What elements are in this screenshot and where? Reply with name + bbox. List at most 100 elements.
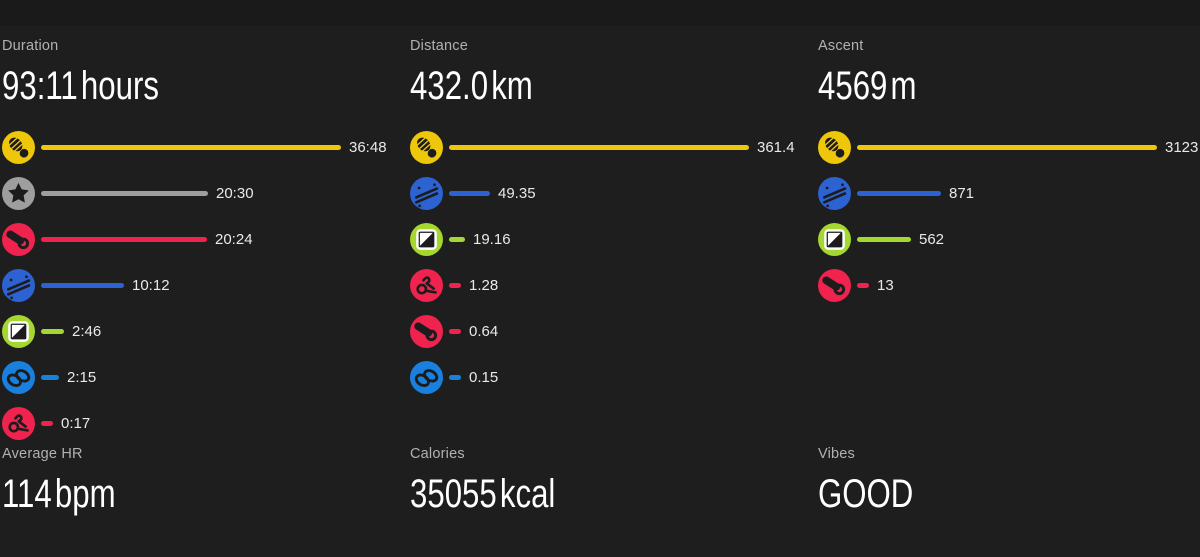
crossed-skis-icon [818, 176, 851, 210]
duration-total-value: 93:11 [2, 64, 78, 108]
activity-bar [449, 190, 490, 196]
distance-row-cross-country-skiing: 49.35 [410, 170, 810, 216]
vibes-stat: Vibes GOOD [818, 446, 1200, 518]
activity-value: 361.4 [757, 138, 795, 156]
shoe-print-icon [2, 130, 35, 164]
ascent-label: Ascent [818, 38, 864, 54]
ascent-total-unit: m [890, 64, 917, 108]
vibes-value: GOOD [818, 472, 1130, 518]
activity-value: 2:15 [67, 368, 97, 386]
distance-row-snowshoeing: 0.15 [410, 354, 810, 400]
activity-value: 36:48 [349, 138, 387, 156]
distance-total: 432.0km [410, 64, 722, 110]
distance-row-trekking: 361.4 [410, 124, 810, 170]
calories-unit: kcal [499, 472, 556, 516]
activity-value: 0.64 [469, 322, 499, 340]
crossed-skis-icon [2, 268, 35, 302]
activity-bar [449, 144, 749, 150]
activity-bar [449, 374, 461, 380]
ascent-total: 4569m [818, 64, 1130, 110]
activity-value: 3123 [1165, 138, 1199, 156]
average-hr-value: 114bpm [2, 472, 314, 518]
activity-bar [857, 144, 1157, 150]
activity-value: 13 [877, 276, 894, 294]
activity-bar [41, 144, 341, 150]
average-hr-label: Average HR [2, 446, 83, 462]
ascent-row-trekking: 3123 [818, 124, 1200, 170]
duration-row-unspecified-sport: 20:30 [2, 170, 402, 216]
duration-label: Duration [2, 38, 59, 54]
control-flag-icon [410, 222, 443, 256]
kicksled-icon [410, 268, 443, 302]
distance-row-orienteering: 19.16 [410, 216, 810, 262]
activity-value: 562 [919, 230, 945, 248]
activity-bar [41, 420, 53, 426]
activity-bar [41, 236, 207, 242]
distance-column: Distance 432.0km 361.4 49.35 19.1 [410, 38, 810, 400]
distance-bars: 361.4 49.35 19.16 1.28 [410, 124, 810, 400]
duration-row-treadmill: 20:24 [2, 216, 402, 262]
activity-value: 20:30 [216, 184, 254, 202]
activity-value: 10:12 [132, 276, 170, 294]
activity-bar [857, 282, 869, 288]
crossed-skis-icon [410, 176, 443, 210]
ascent-row-orienteering: 562 [818, 216, 1200, 262]
ascent-bars: 3123 871 562 13 [818, 124, 1200, 308]
ascent-row-treadmill: 13 [818, 262, 1200, 308]
vibes-label: Vibes [818, 446, 856, 462]
activity-bar [857, 236, 911, 242]
calories-number: 35055 [410, 472, 497, 516]
duration-row-orienteering: 2:46 [2, 308, 402, 354]
duration-bars: 36:48 20:30 20:24 10:12 2: [2, 124, 402, 446]
activity-value: 19.16 [473, 230, 511, 248]
average-hr-unit: bpm [54, 472, 116, 516]
activity-bar [449, 236, 465, 242]
duration-column: Duration 93:11hours 36:48 20:30 20:24 [2, 38, 402, 446]
activity-bar [41, 282, 124, 288]
activity-bar [449, 282, 461, 288]
activity-bar [41, 328, 64, 334]
ascent-row-cross-country-skiing: 871 [818, 170, 1200, 216]
treadmill-icon [2, 222, 35, 256]
activity-bar [41, 374, 59, 380]
shoe-print-icon [818, 130, 851, 164]
activity-value: 20:24 [215, 230, 253, 248]
activity-bar [41, 190, 208, 196]
distance-row-treadmill: 0.64 [410, 308, 810, 354]
distance-row-kicksledding: 1.28 [410, 262, 810, 308]
ascent-column: Ascent 4569m 3123 871 562 [818, 38, 1200, 308]
average-hr-stat: Average HR 114bpm [2, 446, 402, 518]
treadmill-icon [410, 314, 443, 348]
activity-bar [857, 190, 941, 196]
activity-value: 1.28 [469, 276, 499, 294]
shoe-print-icon [410, 130, 443, 164]
top-strip [0, 0, 1200, 26]
distance-total-value: 432.0 [410, 64, 489, 108]
activity-value: 49.35 [498, 184, 536, 202]
calories-stat: Calories 35055kcal [410, 446, 810, 518]
star-icon [2, 176, 35, 210]
activity-value: 0:17 [61, 414, 91, 432]
vibes-text: GOOD [818, 472, 914, 516]
activity-value: 871 [949, 184, 975, 202]
average-hr-number: 114 [2, 472, 52, 516]
kicksled-icon [2, 406, 35, 440]
control-flag-icon [2, 314, 35, 348]
distance-label: Distance [410, 38, 469, 54]
duration-total: 93:11hours [2, 64, 314, 110]
distance-total-unit: km [491, 64, 533, 108]
duration-row-cross-country-skiing: 10:12 [2, 262, 402, 308]
activity-value: 2:46 [72, 322, 102, 340]
snowshoes-icon [2, 360, 35, 394]
ascent-total-value: 4569 [818, 64, 888, 108]
treadmill-icon [818, 268, 851, 302]
activity-bar [449, 328, 461, 334]
calories-value: 35055kcal [410, 472, 722, 518]
duration-row-snowshoeing: 2:15 [2, 354, 402, 400]
activity-value: 0.15 [469, 368, 499, 386]
duration-total-unit: hours [80, 64, 159, 108]
duration-row-trekking: 36:48 [2, 124, 402, 170]
calories-label: Calories [410, 446, 465, 462]
control-flag-icon [818, 222, 851, 256]
